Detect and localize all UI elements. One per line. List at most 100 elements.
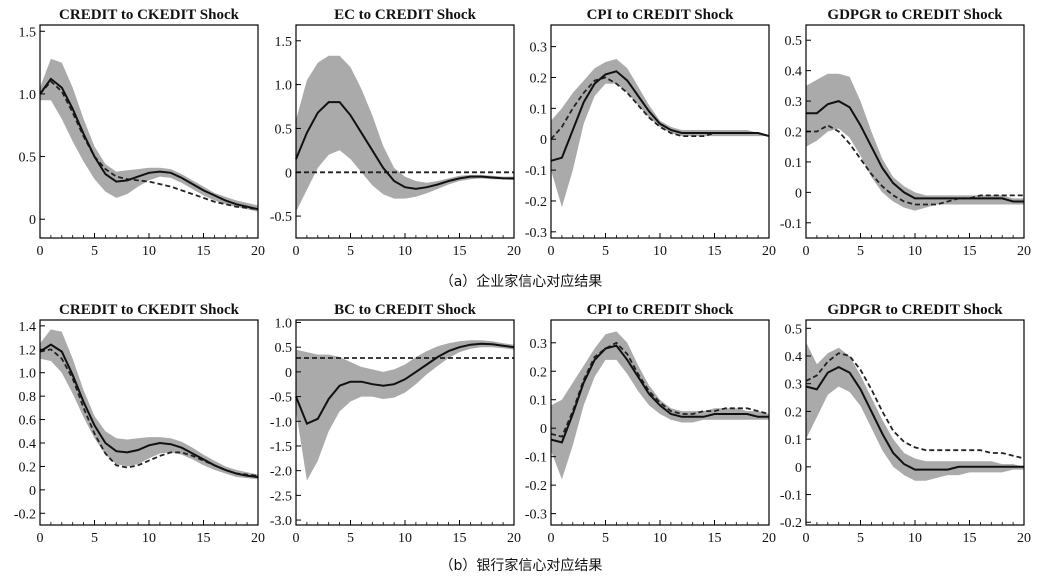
y-tick-label: 0.5 <box>275 341 293 356</box>
panel-title: GDPGR to CREDIT Shock <box>827 302 1003 318</box>
x-tick-label: 0 <box>37 531 44 546</box>
x-tick-label: 5 <box>91 244 98 259</box>
caption-b: （b）银行家信心对应结果 <box>440 557 603 574</box>
y-tick-label: 0.4 <box>785 65 803 80</box>
x-tick-label: 20 <box>507 531 521 546</box>
y-tick-label: 0 <box>540 133 547 148</box>
y-tick-label: 0.5 <box>785 322 803 337</box>
panel-title: EC to CREDIT Shock <box>334 7 476 23</box>
x-tick-label: 0 <box>293 531 300 546</box>
y-tick-label: -0.3 <box>525 226 547 241</box>
y-tick-label: -0.1 <box>780 217 802 232</box>
confidence-band <box>296 340 514 481</box>
x-tick-label: 5 <box>347 531 354 546</box>
x-tick-label: 10 <box>142 531 156 546</box>
x-tick-label: 20 <box>251 531 265 546</box>
y-tick-label: 0.5 <box>275 122 293 137</box>
solid-series-line <box>39 77 259 211</box>
y-tick-label: 0 <box>29 484 36 499</box>
y-tick-label: 1.4 <box>19 320 37 335</box>
panel-7: 0 5 10 15 20 -0.3 -0.2 -0.1 0 0.1 0.2 0.3 CPI to CRE… <box>525 302 776 546</box>
y-tick-label: -0.2 <box>525 479 547 494</box>
x-tick-label: 0 <box>803 244 810 259</box>
y-tick-label: 0.2 <box>530 71 548 86</box>
x-tick-label: 20 <box>251 244 265 259</box>
x-tick-label: 5 <box>602 531 609 546</box>
x-tick-label: 15 <box>708 244 722 259</box>
x-tick-label: 10 <box>142 244 156 259</box>
panel-title: CPI to CREDIT Shock <box>587 302 734 318</box>
y-tick-label: -0.1 <box>525 164 547 179</box>
confidence-band <box>806 73 1024 211</box>
solid-series-line <box>295 342 515 426</box>
x-tick-label: 15 <box>453 244 467 259</box>
y-tick-label: 1.0 <box>275 316 293 331</box>
solid-series-line <box>39 343 259 478</box>
y-tick-label: 0 <box>795 461 802 476</box>
solid-series-line <box>805 365 1024 471</box>
y-tick-label: 0.5 <box>785 34 803 49</box>
y-tick-label: 0 <box>795 186 802 201</box>
x-tick-label: 15 <box>963 244 977 259</box>
y-tick-label: -0.1 <box>525 451 547 466</box>
solid-series-line <box>806 100 1024 203</box>
panel-title: GDPGR to CREDIT Shock <box>827 7 1003 23</box>
plot-frame <box>39 319 259 526</box>
panel-6: 0 5 10 15 20 -3.0 -2.5 -2.0 -1.5 -1.0 -0.5 0 0.5 1.0 B… <box>270 302 521 546</box>
y-tick-label: 0.4 <box>785 350 803 365</box>
y-tick-label: 0.1 <box>785 156 803 171</box>
y-tick-label: 0 <box>540 422 547 437</box>
panel-title: CREDIT to CKEDIT Shock <box>59 7 240 23</box>
panels: 0 5 10 15 20 0 0.5 1.0 1.5 CREDIT to CKEDIT Shock… <box>14 7 1031 546</box>
y-tick-label: -0.3 <box>525 508 547 523</box>
solid-series-line <box>550 70 770 162</box>
x-tick-label: 15 <box>708 531 722 546</box>
x-tick-label: 20 <box>762 244 776 259</box>
x-tick-label: 5 <box>602 244 609 259</box>
x-tick-label: 15 <box>197 531 211 546</box>
confidence-band <box>806 342 1024 481</box>
y-tick-label: 0.3 <box>530 41 548 56</box>
dashed-series-line <box>805 352 1025 460</box>
y-tick-label: -1.0 <box>270 415 292 430</box>
panel-8: 0 5 10 15 20 -0.2 -0.1 0 0.1 0.2 0.3 0.4 0.5 GDPGR to… <box>780 302 1031 546</box>
x-tick-label: 10 <box>398 244 412 259</box>
x-tick-label: 10 <box>908 531 922 546</box>
x-tick-label: 15 <box>963 531 977 546</box>
x-tick-label: 10 <box>653 244 667 259</box>
y-tick-label: -0.5 <box>270 391 292 406</box>
y-tick-label: 0 <box>285 366 292 381</box>
x-tick-label: 0 <box>803 531 810 546</box>
y-tick-label: 0.5 <box>19 151 37 166</box>
x-tick-label: 10 <box>908 244 922 259</box>
x-tick-label: 20 <box>507 244 521 259</box>
confidence-band <box>296 55 514 212</box>
x-tick-label: 10 <box>653 531 667 546</box>
y-tick-label: 0 <box>285 166 292 181</box>
confidence-band <box>40 329 258 480</box>
y-tick-label: 0.1 <box>785 433 803 448</box>
dashed-series-line <box>39 80 259 211</box>
x-tick-label: 0 <box>548 244 555 259</box>
x-tick-label: 5 <box>857 244 864 259</box>
panel-3: 0 5 10 15 20 -0.3 -0.2 -0.1 0 0.1 0.2 0.3 CPI to CRE… <box>525 7 776 259</box>
y-tick-label: 0.1 <box>530 102 548 117</box>
x-tick-label: 5 <box>347 244 354 259</box>
y-tick-label: 0.8 <box>19 390 37 405</box>
y-tick-label: 0.2 <box>530 365 548 380</box>
x-tick-label: 0 <box>548 531 555 546</box>
y-tick-label: 1.0 <box>19 367 37 382</box>
y-tick-label: 1.0 <box>19 88 37 103</box>
y-tick-label: 0.2 <box>785 405 803 420</box>
y-tick-label: 1.5 <box>275 35 293 50</box>
y-tick-label: 0.6 <box>19 414 37 429</box>
y-tick-label: -3.0 <box>270 514 292 529</box>
caption-a: （a）企业家信心对应结果 <box>440 273 603 290</box>
x-tick-label: 20 <box>1017 244 1031 259</box>
y-tick-label: 0.2 <box>785 126 803 141</box>
y-tick-label: -0.2 <box>780 516 802 531</box>
x-tick-label: 5 <box>91 531 98 546</box>
panel-title: BC to CREDIT Shock <box>334 302 476 318</box>
x-tick-label: 0 <box>37 244 44 259</box>
